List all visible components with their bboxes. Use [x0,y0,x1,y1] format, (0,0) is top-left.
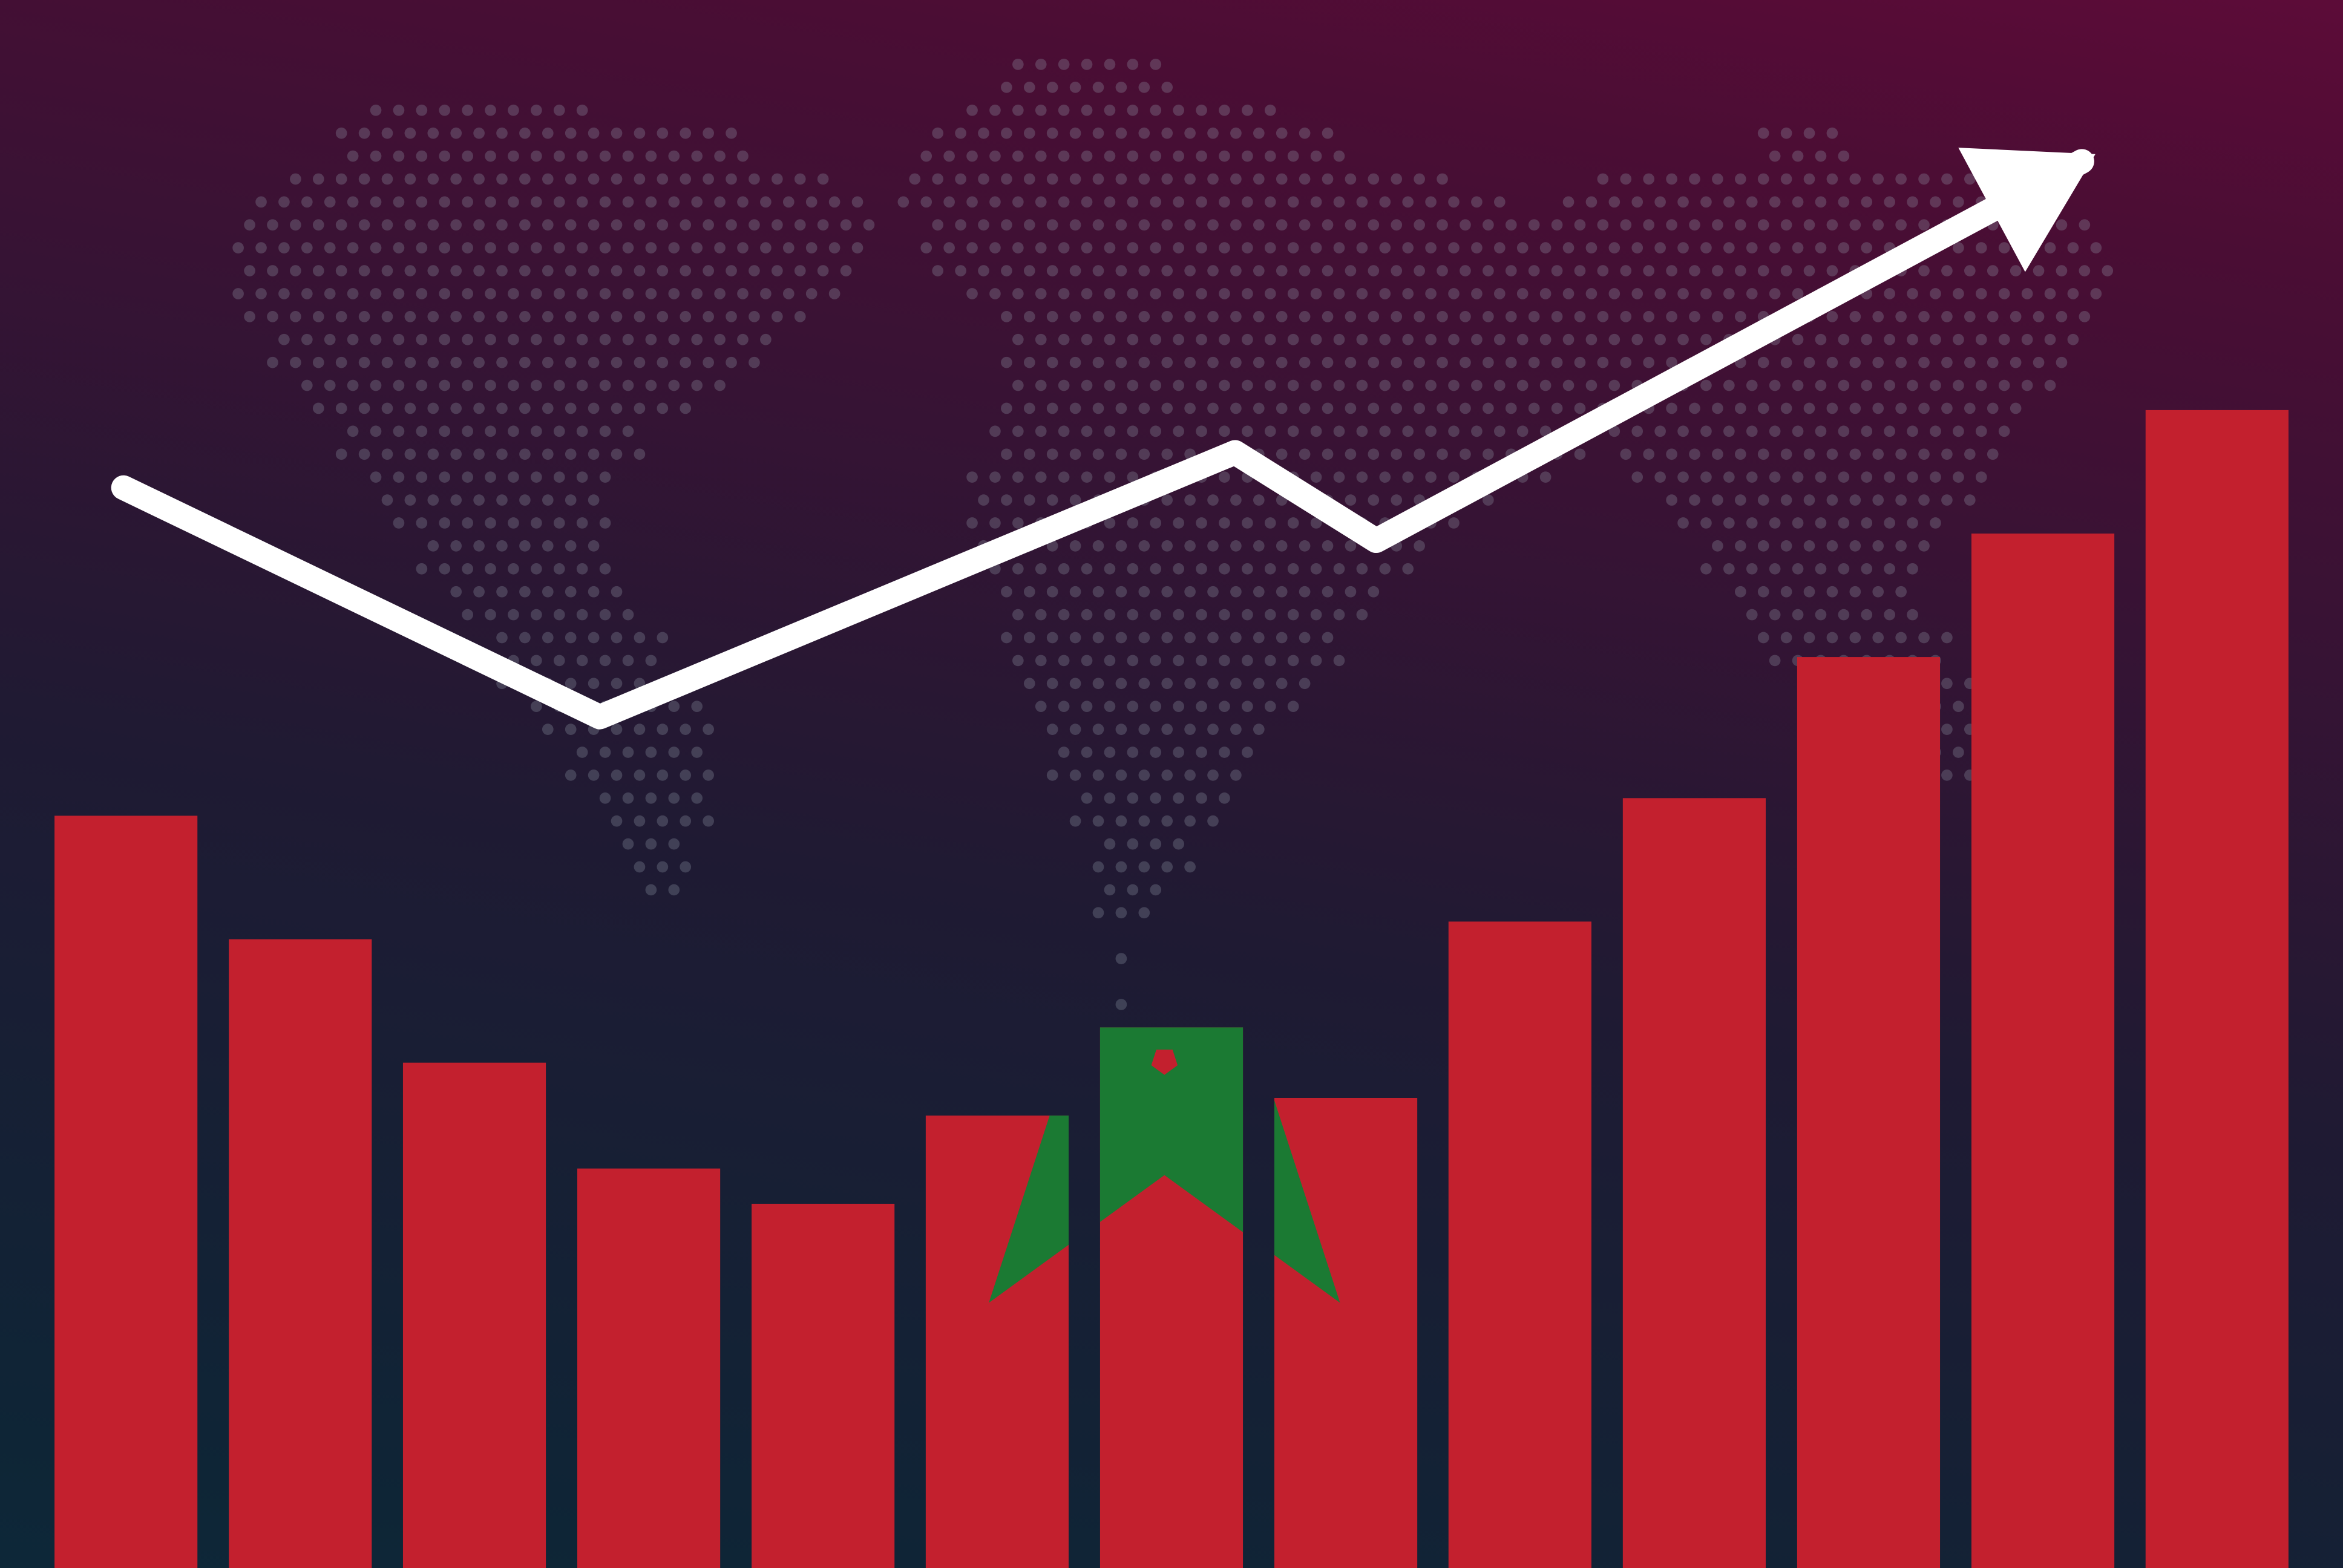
bar [229,939,372,1568]
bar [1449,921,1591,1568]
chart-svg [0,0,2343,1568]
bar [1971,534,2114,1568]
bar [2146,410,2289,1568]
bar [403,1063,546,1568]
bar [54,815,197,1568]
infographic-root [0,0,2343,1568]
bar [1797,657,1940,1568]
bar [1623,798,1766,1568]
bar [577,1169,720,1568]
bar [752,1204,894,1568]
